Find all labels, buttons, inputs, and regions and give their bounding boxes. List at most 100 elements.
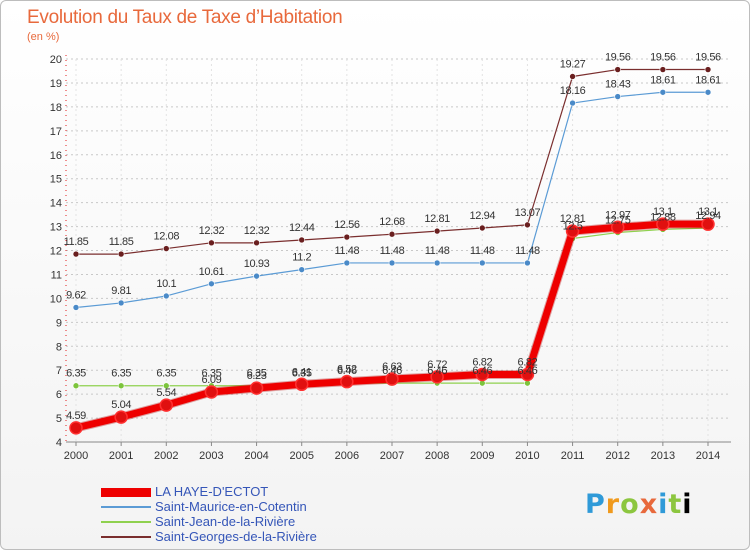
data-point — [704, 66, 712, 73]
legend-swatch — [101, 487, 151, 497]
data-label: 10.61 — [199, 266, 225, 278]
data-label: 19.56 — [605, 52, 631, 64]
data-label: 6.63 — [382, 361, 402, 373]
data-point — [343, 233, 351, 241]
legend-label: LA HAYE-D'ECTOT — [155, 484, 269, 499]
data-label: 12.32 — [244, 225, 270, 237]
y-tick-label: 11 — [51, 269, 62, 281]
x-tick-label: 2014 — [696, 450, 720, 462]
legend-label: Saint-Georges-de-la-Rivière — [155, 529, 317, 544]
y-tick-label: 14 — [50, 198, 62, 210]
data-point — [72, 382, 80, 390]
x-tick-label: 2009 — [470, 450, 494, 462]
data-point — [343, 259, 351, 267]
data-label: 13.07 — [515, 207, 541, 219]
x-tick-label: 2004 — [244, 450, 268, 462]
data-label: 12.81 — [424, 213, 450, 225]
legend-label: Saint-Jean-de-la-Rivière — [155, 514, 296, 529]
data-label: 18.43 — [605, 79, 631, 91]
legend-item: Saint-Maurice-en-Cotentin — [101, 499, 401, 515]
data-point — [565, 224, 580, 238]
data-point — [298, 236, 306, 244]
data-label: 11.48 — [425, 245, 450, 257]
data-point — [253, 239, 260, 247]
x-tick-label: 2008 — [425, 450, 449, 462]
x-tick-label: 2000 — [64, 450, 88, 462]
data-point — [656, 217, 670, 231]
data-label: 12.75 — [605, 215, 631, 227]
data-point — [614, 93, 622, 100]
data-point — [249, 381, 264, 395]
data-label: 18.61 — [650, 74, 676, 86]
data-label: 9.81 — [111, 285, 131, 297]
data-point — [388, 230, 396, 238]
data-point — [162, 382, 170, 390]
legend-item: Saint-Georges-de-la-Rivière — [101, 529, 401, 545]
data-point — [340, 374, 354, 389]
data-point — [433, 227, 441, 235]
data-label: 6.09 — [202, 374, 222, 386]
data-point — [569, 73, 576, 80]
y-tick-label: 8 — [56, 341, 62, 353]
data-label: 13.1 — [653, 206, 673, 218]
legend-swatch — [101, 521, 151, 523]
data-point — [610, 220, 625, 235]
data-point — [162, 292, 170, 300]
data-point — [478, 224, 486, 232]
data-label: 10.1 — [156, 278, 176, 290]
data-point — [204, 385, 219, 399]
data-label: 12.32 — [199, 225, 225, 237]
data-label: 6.35 — [111, 368, 131, 380]
data-label: 6.46 — [472, 365, 492, 377]
legend-swatch — [101, 506, 151, 508]
data-point — [114, 410, 128, 424]
y-tick-label: 7 — [56, 365, 62, 377]
data-label: 11.85 — [64, 236, 89, 248]
data-point — [524, 221, 531, 229]
data-label: 6.35 — [247, 368, 267, 380]
x-tick-label: 2010 — [515, 450, 539, 462]
data-point — [117, 299, 125, 307]
data-point — [430, 370, 444, 384]
chart-title: Evolution du Taux de Taxe d’Habitation — [27, 7, 343, 28]
data-label: 11.48 — [380, 245, 405, 257]
data-point — [524, 259, 531, 267]
logo-letter: i — [682, 489, 693, 520]
data-label: 6.35 — [292, 368, 312, 380]
data-label: 6.52 — [337, 364, 357, 376]
proxiti-logo: Proxiti — [585, 489, 693, 520]
data-label: 6.72 — [427, 359, 447, 371]
data-label: 6.82 — [472, 356, 492, 368]
data-point — [117, 250, 125, 258]
data-point — [294, 377, 309, 392]
data-point — [159, 398, 174, 412]
data-point — [388, 259, 396, 267]
data-label: 12.97 — [605, 209, 631, 221]
data-label: 6.41 — [292, 366, 312, 378]
data-point — [72, 250, 80, 258]
data-label: 6.35 — [202, 368, 222, 380]
data-label: 11.48 — [470, 245, 495, 257]
data-point — [72, 304, 80, 311]
x-tick-label: 2001 — [109, 450, 133, 462]
y-tick-label: 18 — [50, 102, 62, 114]
data-label: 6.46 — [337, 365, 357, 377]
data-point — [298, 266, 306, 273]
data-point — [433, 259, 441, 267]
logo-letter: P — [585, 489, 606, 520]
y-tick-label: 5 — [56, 413, 62, 425]
data-label: 12.68 — [379, 216, 405, 228]
data-label: 6.46 — [382, 365, 402, 377]
legend-label: Saint-Maurice-en-Cotentin — [155, 499, 307, 514]
data-label: 9.62 — [66, 289, 86, 301]
data-point — [117, 382, 125, 390]
data-label: 18.16 — [560, 85, 586, 97]
y-tick-label: 4 — [56, 437, 62, 449]
data-point — [475, 367, 490, 382]
legend-item: Saint-Jean-de-la-Rivière — [101, 514, 401, 530]
data-point — [162, 245, 170, 252]
data-label: 6.46 — [518, 365, 538, 377]
y-tick-label: 19 — [50, 78, 62, 90]
logo-letter: i — [658, 489, 669, 520]
